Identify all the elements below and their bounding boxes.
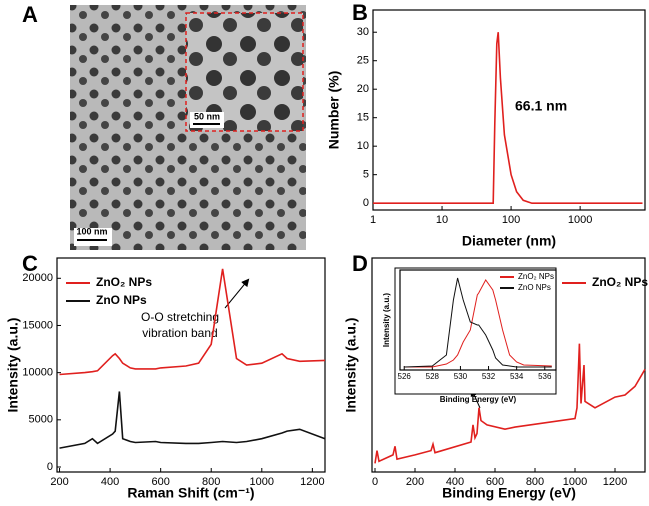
y-axis-label: Intensity (a.u.) [343, 318, 359, 413]
axis-frame [371, 257, 646, 473]
x-axis-label: Binding Energy (eV) [442, 485, 576, 501]
legend-label: ZnO₂ NPs [96, 275, 152, 289]
x-tick-label: 400 [446, 476, 464, 488]
x-tick-label: 800 [202, 476, 220, 488]
x-tick-label: 600 [486, 476, 504, 488]
x-tick-label: 526 [398, 372, 412, 381]
x-tick-label: 800 [526, 476, 544, 488]
y-tick-label: 15000 [22, 319, 53, 331]
x-tick-label: 0 [372, 476, 378, 488]
x-tick-label: 534 [510, 372, 524, 381]
y-tick-label: 30 [357, 26, 369, 38]
x-tick-label: 200 [406, 476, 424, 488]
panel-label: C [22, 251, 38, 276]
series-line [374, 343, 646, 464]
arrow [224, 278, 250, 309]
annotation: vibration band [142, 326, 217, 340]
annotation: 66.1 nm [515, 98, 567, 114]
y-tick-label: 15 [357, 112, 369, 124]
panel-label: B [352, 0, 368, 25]
scale-bar: 100 nm [76, 226, 107, 236]
x-tick-label: 1000 [563, 476, 587, 488]
scale-bar: 50 nm [194, 111, 220, 121]
x-tick-label: 528 [426, 372, 440, 381]
x-tick-label: 100 [502, 214, 520, 226]
axis-frame [56, 257, 326, 473]
x-tick-label: 1000 [568, 214, 592, 226]
series-line [373, 32, 643, 204]
y-tick-label: 10 [357, 140, 369, 152]
x-axis-label: Diameter (nm) [462, 233, 556, 249]
y-axis-label: Intensity (a.u.) [5, 318, 21, 413]
series-line [59, 391, 326, 449]
y-tick-label: 0 [47, 461, 53, 473]
y-tick-label: 20 [357, 83, 369, 95]
legend-label: ZnO₂ NPs [518, 272, 554, 281]
inset-background [394, 267, 557, 395]
y-tick-label: 10000 [22, 367, 53, 379]
x-tick-label: 530 [454, 372, 468, 381]
legend-label: ZnO NPs [96, 293, 147, 307]
y-axis-label: Number (%) [326, 71, 342, 150]
x-tick-label: 1000 [250, 476, 274, 488]
series-line [404, 277, 552, 368]
series-line [59, 268, 326, 376]
axis-frame [399, 269, 557, 371]
x-tick-label: 1 [370, 214, 376, 226]
y-tick-label: 5000 [29, 414, 53, 426]
x-tick-label: 400 [101, 476, 119, 488]
annotation: O-O stretching [141, 310, 219, 324]
legend-label: ZnO NPs [518, 283, 551, 292]
x-axis-label: Raman Shift (cm⁻¹) [127, 485, 254, 501]
y-axis-label: Intensity (a.u.) [382, 293, 391, 348]
x-axis-label: Binding Energy (eV) [440, 395, 517, 404]
x-tick-label: 532 [482, 372, 496, 381]
y-tick-label: 0 [363, 197, 369, 209]
x-tick-label: 536 [538, 372, 552, 381]
x-tick-label: 600 [151, 476, 169, 488]
axis-frame [372, 9, 646, 211]
y-tick-label: 20000 [22, 272, 53, 284]
panel-label: D [352, 251, 368, 276]
y-tick-label: 5 [363, 169, 369, 181]
tem-image: 100 nm 50 nm [70, 5, 306, 250]
x-tick-label: 1200 [300, 476, 324, 488]
legend-label: ZnO₂ NPs [592, 275, 648, 289]
x-tick-label: 1200 [603, 476, 627, 488]
y-tick-label: 25 [357, 55, 369, 67]
x-tick-label: 200 [50, 476, 68, 488]
series-line [404, 279, 552, 368]
panel-label: A [22, 2, 38, 27]
x-tick-label: 10 [436, 214, 448, 226]
